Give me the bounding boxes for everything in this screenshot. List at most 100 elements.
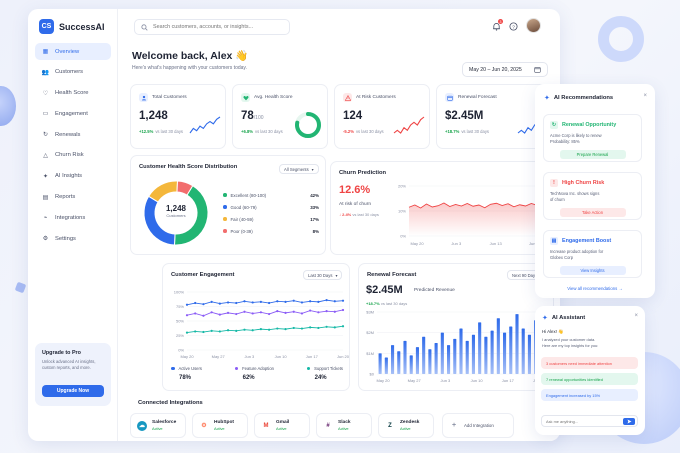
add-integration-button[interactable]: + Add Integration	[442, 413, 514, 438]
renewal-bar	[391, 345, 395, 374]
engagement-point	[185, 303, 189, 306]
assistant-intro: I analyzed your customer data. Here are …	[542, 337, 598, 349]
panel-header: ✦ AI Recommendations	[544, 94, 613, 102]
x-tick-label: May 20	[180, 354, 194, 359]
sidebar-item-customers[interactable]: 👥 Customers	[35, 64, 111, 81]
integration-gmail[interactable]: M Gmail Active	[254, 413, 310, 438]
help-button[interactable]: ?	[507, 20, 519, 32]
sparkline-path	[189, 116, 221, 134]
sidebar-item-renewals[interactable]: ↻ Renewals	[35, 126, 111, 143]
search-bar[interactable]	[134, 19, 290, 35]
assistant-insight-chip[interactable]: Engagement increased by 15%	[541, 389, 638, 401]
renewal-opportunity-card[interactable]: ↻ Renewal Opportunity Acme Corp is likely …	[543, 114, 642, 162]
engagement-boost-card[interactable]: ▤ Engagement Boost Increase product adopti…	[543, 230, 642, 278]
engagement-series-line	[186, 309, 344, 317]
grid-icon: ▦	[42, 49, 49, 55]
x-tick-label: Jun 20	[337, 354, 349, 359]
send-button[interactable]	[623, 418, 635, 425]
integration-zendesk[interactable]: Z Zendesk Active	[378, 413, 434, 438]
sidebar-item-ai-insights[interactable]: ✦ AI Insights	[35, 168, 111, 185]
renewal-bar	[434, 343, 438, 374]
kpi-header: Renewal Forecast	[445, 93, 497, 102]
sparkle-icon: ✦	[42, 173, 49, 180]
assistant-input[interactable]	[546, 418, 622, 424]
x-tick-label: Jun 3	[245, 354, 256, 359]
search-input[interactable]	[153, 24, 288, 30]
rec-title-row: ▤ Engagement Boost	[550, 237, 635, 245]
sidebar-item-settings[interactable]: ⚙ Settings	[35, 230, 111, 247]
engagement-point	[210, 300, 213, 303]
churn-period: vs last 30 days	[352, 212, 379, 217]
sidebar-item-label: Churn Risk	[55, 152, 84, 159]
engagement-point	[251, 329, 254, 332]
integration-hubspot[interactable]: ⚙ HubSpot Active	[192, 413, 248, 438]
kpi-label: Avg. Health Score	[254, 95, 293, 100]
engagement-point	[259, 328, 262, 331]
engagement-point	[226, 311, 230, 314]
notifications-button[interactable]: 3	[490, 19, 503, 32]
sidebar-item-integrations[interactable]: ⌁ Integrations	[35, 209, 111, 226]
view-insights-button[interactable]: View Insights	[559, 265, 626, 275]
assistant-insight-chip[interactable]: 3 customers need immediate attention	[541, 357, 638, 369]
renewal-bar	[515, 314, 519, 374]
assistant-chat-box[interactable]	[541, 415, 638, 427]
kpi-avg-health-score[interactable]: Avg. Health Score 78/100 +6.8% vs last 30…	[232, 84, 328, 149]
integration-name: Gmail	[276, 420, 290, 425]
engagement-point	[333, 326, 336, 329]
sidebar-item-churn-risk[interactable]: △ Churn Risk	[35, 147, 111, 164]
sidebar-item-health-score[interactable]: ♡ Health Score	[35, 85, 111, 102]
sidebar: CS SuccessAI ▦ Overview 👥 Customers ♡ Health …	[28, 9, 118, 441]
rec-text: TechNova Inc. shows signs of churn	[550, 191, 635, 203]
engagement-point	[292, 299, 295, 302]
sidebar-item-reports[interactable]: ▤ Reports	[35, 189, 111, 206]
engagement-point	[194, 301, 197, 305]
kpi-at-risk-customers[interactable]: At Risk Customers 124 -5.2% vs last 30 da…	[334, 84, 430, 149]
gauge-fill	[295, 112, 321, 138]
legend-value: 62%	[242, 375, 255, 381]
engagement-point	[226, 301, 230, 304]
engagement-point	[300, 312, 304, 315]
rec-text: Increase product adoption for Globex Corp	[550, 249, 635, 261]
kpi-delta-row: -5.2% vs last 30 days	[343, 129, 384, 134]
kpi-renewal-forecast[interactable]: Renewal Forecast $2.45M +18.7% vs last 30…	[436, 84, 554, 149]
engagement-point	[309, 326, 312, 329]
assistant-intro-line: Here are my top insights for you:	[542, 342, 599, 348]
salesforce-logo-icon: ☁	[137, 420, 147, 431]
integration-slack[interactable]: # Slack Active	[316, 413, 372, 438]
engagement-point	[317, 311, 320, 314]
legend-value: 42%	[310, 192, 319, 198]
sidebar-item-label: Reports	[55, 194, 76, 201]
document-icon: ▤	[42, 194, 49, 201]
kpi-total-customers[interactable]: Total Customers 1,248 +12.5% vs last 30 d…	[130, 84, 226, 149]
close-icon[interactable]: ×	[634, 313, 638, 319]
health-legend-row: Good (60-79) 33%	[223, 201, 319, 213]
sidebar-item-overview[interactable]: ▦ Overview	[35, 43, 111, 60]
page-title: Welcome back, Alex 👋	[132, 50, 249, 62]
health-distribution-card: Customer Health Score Distribution All S…	[130, 155, 326, 255]
integration-name: Zendesk	[400, 420, 420, 425]
view-all-recommendations-link[interactable]: View all recommendations →	[567, 286, 623, 291]
engagement-point	[202, 330, 205, 334]
prepare-renewal-button[interactable]: Prepare Renewal	[559, 149, 626, 159]
close-icon[interactable]: ×	[643, 93, 647, 99]
kpi-sparkline	[393, 116, 425, 134]
engagement-point	[259, 300, 262, 303]
y-tick-label: $1M	[366, 351, 374, 356]
engagement-point	[284, 300, 287, 303]
user-avatar[interactable]	[526, 18, 541, 33]
take-action-button[interactable]: Take Action	[559, 207, 626, 217]
churn-delta-row: ↓ 2.4% vs last 30 days	[339, 212, 379, 217]
high-churn-risk-card[interactable]: ! High Churn Risk TechNova Inc. shows sign…	[543, 172, 642, 220]
assistant-insight-chip[interactable]: 7 renewal opportunities identified	[541, 373, 638, 385]
engagement-period-dropdown[interactable]: Last 30 Days ▾	[303, 270, 343, 280]
rec-text-line: TechNova Inc. shows signs	[550, 191, 600, 196]
date-range-picker[interactable]: May 20 – Jun 20, 2025	[462, 62, 548, 77]
gmail-logo-icon: M	[263, 422, 269, 429]
integration-salesforce[interactable]: ☁ Salesforce Active	[130, 413, 186, 438]
sidebar-item-engagement[interactable]: ▭ Engagement	[35, 105, 111, 122]
segment-filter-dropdown[interactable]: All Segments ▾	[279, 164, 319, 174]
sidebar-item-label: Overview	[55, 48, 80, 55]
kpi-label: Total Customers	[152, 95, 187, 100]
upgrade-now-button[interactable]: Upgrade Now	[42, 385, 104, 397]
engagement-point	[284, 328, 287, 331]
